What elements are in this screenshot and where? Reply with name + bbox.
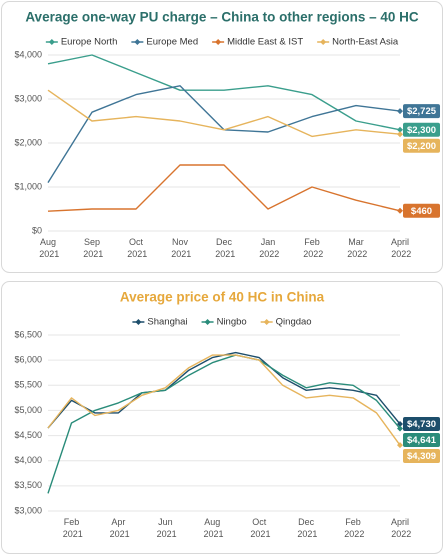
- chart-title: Average one-way PU charge – China to oth…: [25, 10, 419, 25]
- x-tick-label: Dec 2021: [295, 517, 318, 539]
- end-marker: [397, 421, 403, 428]
- legend-marker: [48, 39, 55, 45]
- legend-marker: [204, 319, 211, 325]
- legend-item: Europe North: [45, 37, 118, 48]
- legend-label: Shanghai: [147, 317, 187, 328]
- end-label-box: [403, 122, 440, 137]
- series-line: [47, 354, 401, 494]
- y-tick-label: $5,500: [14, 380, 42, 390]
- x-tick-label: Feb 2022: [301, 237, 324, 259]
- series-line: [47, 54, 401, 131]
- x-tick-label: Nov 2021: [169, 237, 192, 259]
- end-label-box: [403, 433, 440, 448]
- legend-item: Qingdao: [260, 317, 312, 328]
- end-label-box: [403, 138, 440, 153]
- x-tick-label: Jun 2021: [154, 517, 177, 539]
- end-marker: [397, 108, 403, 115]
- legend-item: Shanghai: [132, 317, 188, 328]
- legend-marker: [263, 319, 270, 325]
- y-tick-label: $6,500: [14, 329, 42, 339]
- legend-marker: [320, 39, 327, 45]
- end-label: $2,200: [407, 141, 436, 152]
- y-tick-label: $3,000: [14, 505, 42, 515]
- end-label-box: [403, 417, 440, 432]
- legend-marker: [215, 39, 222, 45]
- y-tick-label: $5,000: [14, 405, 42, 415]
- y-tick-label: $0: [32, 225, 42, 235]
- x-tick-label: Feb 2021: [60, 517, 83, 539]
- x-tick-label: Sep 2021: [81, 237, 104, 259]
- series-line: [47, 354, 401, 446]
- series-line: [47, 89, 401, 138]
- y-tick-label: $3,000: [14, 93, 42, 103]
- end-marker: [397, 442, 403, 449]
- legend-label: Europe Med: [146, 37, 198, 48]
- x-tick-label: Apr 2021: [107, 517, 130, 539]
- end-label: $2,725: [407, 106, 437, 117]
- y-tick-label: $3,500: [14, 480, 42, 490]
- x-tick-label: Feb 2022: [342, 517, 365, 539]
- legend-label: Europe North: [61, 37, 118, 48]
- x-tick-label: Dec 2021: [213, 237, 236, 259]
- legend-item: Middle East & IST: [212, 37, 303, 48]
- x-tick-label: Oct 2021: [125, 237, 148, 259]
- x-tick-label: Mar 2022: [345, 237, 368, 259]
- series-line: [47, 164, 401, 212]
- legend-label: North-East Asia: [332, 37, 399, 48]
- legend-marker: [134, 39, 141, 45]
- x-tick-label: April 2022: [389, 237, 412, 259]
- legend-label: Middle East & IST: [227, 37, 303, 48]
- end-marker: [397, 131, 403, 138]
- y-tick-label: $4,000: [14, 455, 42, 465]
- y-tick-label: $1,000: [14, 181, 42, 191]
- x-tick-label: April 2022: [389, 517, 412, 539]
- card: [1, 1, 443, 273]
- end-label: $460: [411, 206, 432, 217]
- end-label: $4,730: [407, 419, 436, 430]
- end-label: $4,641: [407, 435, 437, 446]
- x-tick-label: Jan 2022: [257, 237, 280, 259]
- end-label: $2,300: [407, 125, 436, 136]
- end-label-box: [403, 203, 440, 218]
- end-label-box: [403, 104, 440, 119]
- x-tick-label: Aug 2021: [201, 517, 224, 539]
- legend-item: Ningbo: [201, 317, 247, 328]
- y-tick-label: $6,000: [14, 355, 42, 365]
- legend-item: North-East Asia: [317, 37, 399, 48]
- legend-label: Qingdao: [276, 317, 312, 328]
- x-tick-label: Aug 2021: [37, 237, 60, 259]
- y-tick-label: $4,500: [14, 430, 42, 440]
- chart-title: Average price of 40 HC in China: [120, 290, 325, 305]
- x-tick-label: Oct 2021: [248, 517, 271, 539]
- legend-item: Europe Med: [131, 37, 198, 48]
- end-label: $4,309: [407, 451, 436, 462]
- end-marker: [397, 126, 403, 133]
- end-label-box: [403, 449, 440, 464]
- y-tick-label: $2,000: [14, 137, 42, 147]
- legend-label: Ningbo: [217, 317, 247, 328]
- end-marker: [397, 425, 403, 432]
- end-marker: [397, 207, 403, 214]
- legend-marker: [135, 319, 142, 325]
- y-tick-label: $4,000: [14, 49, 42, 59]
